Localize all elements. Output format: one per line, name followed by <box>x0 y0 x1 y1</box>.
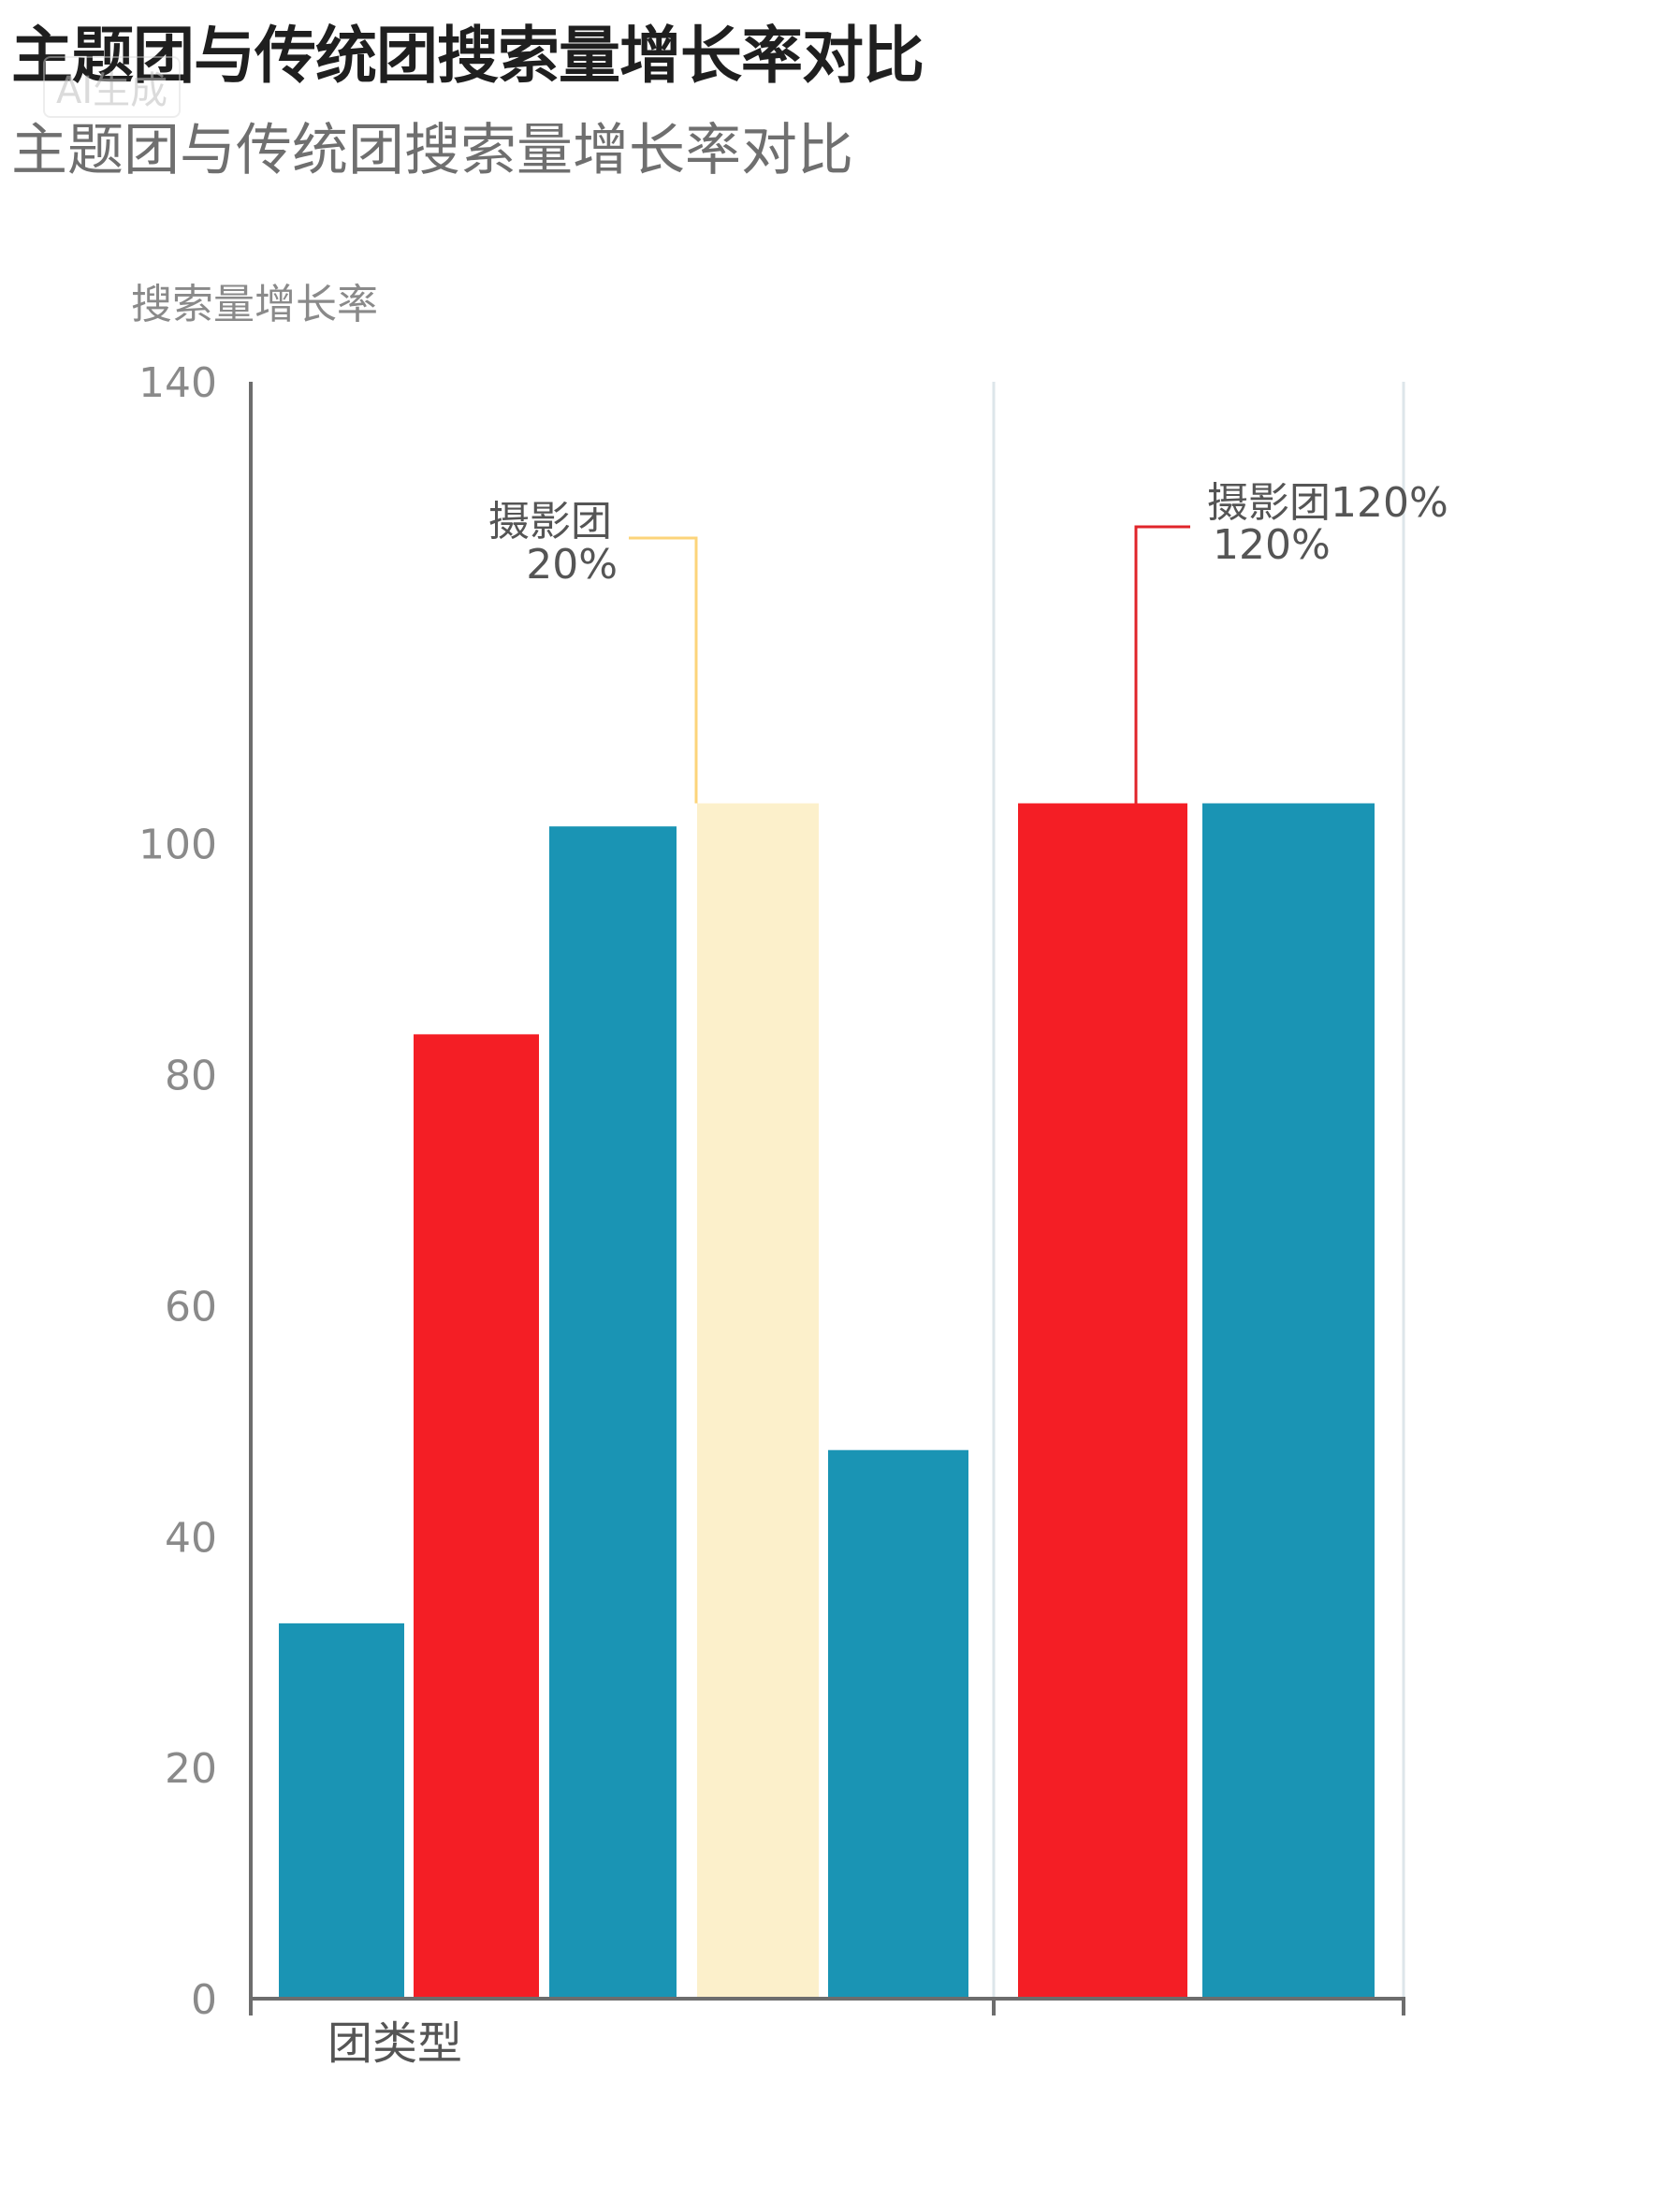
y-axis-label: 搜索量增长率 <box>131 281 378 328</box>
annotation-label: 摄影团120% <box>1207 479 1448 527</box>
annotation-leader-line <box>1134 525 1190 804</box>
y-tick-label: 140 <box>138 359 217 407</box>
y-tick-label: 0 <box>191 1976 217 2024</box>
ai-generated-watermark: AI生成 <box>43 56 182 118</box>
annotation-leader-line <box>629 536 698 804</box>
bar <box>279 1623 404 1999</box>
bar <box>1202 803 1375 1999</box>
x-axis-label: 团类型 <box>327 2017 462 2070</box>
bar <box>414 1034 539 1999</box>
bar <box>1018 803 1187 1999</box>
annotation-label: 摄影团 <box>488 498 612 546</box>
annotation-value: 120% <box>1213 521 1331 569</box>
bar <box>828 1449 968 1999</box>
y-tick-label: 20 <box>165 1745 217 1793</box>
y-tick-label: 60 <box>165 1283 217 1331</box>
bar <box>549 826 677 2000</box>
page-title: 主题团与传统团搜索量增长率对比 <box>11 20 924 92</box>
annotation-value: 20% <box>526 541 618 589</box>
page-subtitle: 主题团与传统团搜索量增长率对比 <box>11 118 853 183</box>
y-tick-label: 40 <box>165 1514 217 1562</box>
y-tick-label: 80 <box>165 1053 217 1100</box>
y-tick-label: 100 <box>138 822 217 869</box>
bar <box>697 803 819 1999</box>
